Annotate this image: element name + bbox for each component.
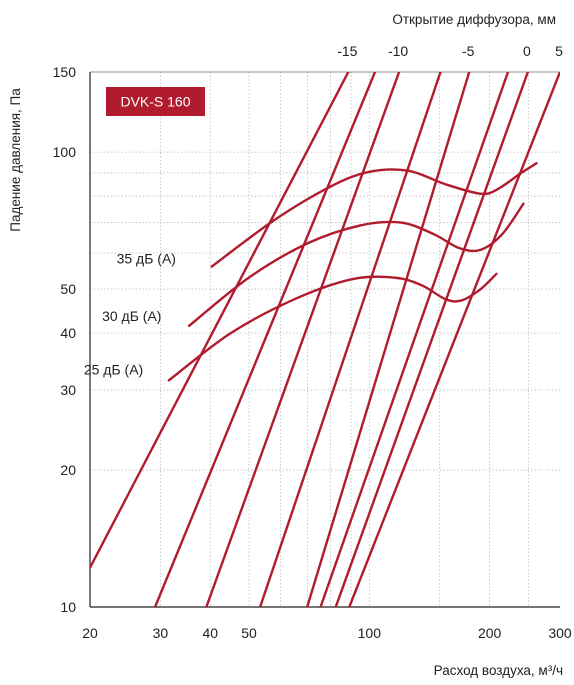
top-axis-title: Открытие диффузора, мм: [392, 12, 556, 27]
tick-labels: -15 -10 -5 0 5 20 30 40 50 100 200 300 10 20 30 40 50 100…: [53, 43, 572, 641]
x-tick-label: 40: [203, 625, 219, 641]
x-tick-label: 200: [478, 625, 502, 641]
opening-line-3: [205, 72, 401, 607]
noise-curve-2: [187, 202, 525, 328]
top-tick-label: -5: [462, 43, 475, 59]
opening-line-6: [319, 72, 510, 607]
y-axis-title: Падение давления, Па: [8, 88, 23, 232]
opening-line-7: [334, 72, 530, 607]
y-tick-label: 40: [60, 325, 76, 341]
opening-line-1: [90, 72, 350, 569]
x-tick-label: 50: [241, 625, 257, 641]
opening-line-8: [348, 72, 560, 607]
noise-curve-label: 30 дБ (A): [102, 308, 161, 324]
top-tick-label: -15: [337, 43, 357, 59]
opening-line-4: [258, 72, 442, 607]
noise-curves: 35 дБ (A) 30 дБ (A) 25 дБ (A): [84, 162, 538, 382]
noise-curve-3: [167, 272, 498, 382]
x-tick-label: 300: [548, 625, 572, 641]
noise-curve-label: 25 дБ (A): [84, 361, 143, 377]
chart-title: DVK-S 160: [120, 94, 190, 110]
y-tick-label: 30: [60, 382, 76, 398]
y-tick-label: 150: [53, 64, 77, 80]
top-tick-label: -10: [388, 43, 408, 59]
opening-line-2: [153, 72, 377, 607]
x-tick-label: 20: [82, 625, 98, 641]
x-tick-label: 30: [153, 625, 169, 641]
y-tick-label: 50: [60, 281, 76, 297]
grid: [90, 72, 560, 607]
noise-curve-1: [210, 162, 538, 268]
x-tick-label: 100: [358, 625, 382, 641]
plot-frame: [89, 71, 560, 608]
y-tick-label: 10: [60, 599, 76, 615]
x-axis-title: Расход воздуха, м³/ч: [434, 663, 563, 678]
y-tick-label: 100: [53, 144, 77, 160]
opening-line-5: [305, 72, 471, 607]
title-badge-box: [106, 87, 205, 116]
top-tick-label: 5: [555, 43, 563, 59]
noise-curve-label: 35 дБ (A): [117, 251, 176, 267]
top-tick-label: 0: [523, 43, 531, 59]
y-tick-label: 20: [60, 462, 76, 478]
opening-lines: [90, 72, 560, 607]
title-badge: DVK-S 160: [106, 87, 205, 116]
